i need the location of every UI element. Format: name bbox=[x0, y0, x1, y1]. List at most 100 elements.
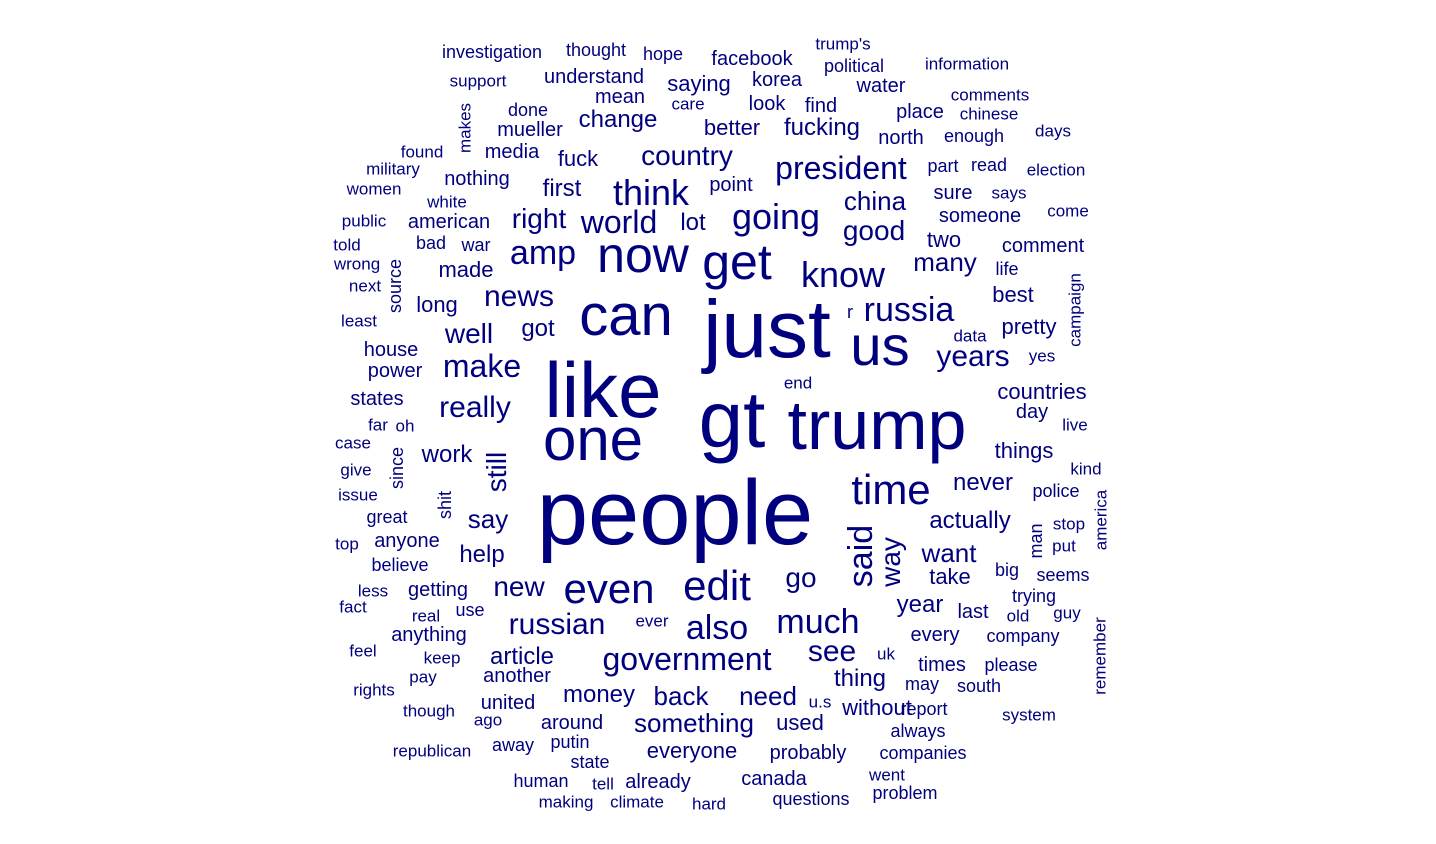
word-trying: trying bbox=[1011, 586, 1057, 606]
word-good: good bbox=[842, 215, 906, 246]
word-find: find bbox=[804, 95, 838, 117]
word-probably: probably bbox=[769, 742, 847, 764]
word-source: source bbox=[385, 258, 405, 314]
word-going: going bbox=[731, 196, 821, 237]
word-china: china bbox=[843, 186, 907, 216]
word-thought: thought bbox=[565, 40, 627, 60]
word-get: get bbox=[702, 234, 772, 290]
word-article: article bbox=[489, 643, 555, 670]
word-fact: fact bbox=[339, 597, 367, 617]
word-want: want bbox=[921, 538, 977, 568]
word-people: people bbox=[536, 462, 814, 564]
word-got: got bbox=[521, 315, 555, 342]
word-support: support bbox=[449, 71, 507, 91]
word-way: way bbox=[875, 537, 906, 587]
word-getting: getting bbox=[407, 579, 469, 601]
word-trump: trump bbox=[787, 386, 967, 464]
word-read: read bbox=[970, 155, 1008, 175]
word-end: end bbox=[783, 373, 813, 393]
word-never: never bbox=[952, 469, 1014, 496]
word-need: need bbox=[739, 681, 797, 711]
word-like: like bbox=[544, 346, 662, 434]
word-remember: remember bbox=[1090, 617, 1110, 695]
word-feel: feel bbox=[349, 641, 377, 661]
word-every: every bbox=[910, 624, 960, 646]
word-political: political bbox=[823, 56, 885, 76]
word-care: care bbox=[671, 94, 705, 114]
word-old: old bbox=[1006, 606, 1030, 626]
word-investigation: investigation bbox=[441, 42, 543, 62]
word-russia: russia bbox=[863, 291, 955, 329]
word-company: company bbox=[986, 626, 1060, 646]
word-year: year bbox=[896, 591, 944, 618]
word-oh: oh bbox=[395, 416, 415, 436]
word-understand: understand bbox=[543, 66, 645, 88]
word-election: election bbox=[1026, 160, 1086, 180]
word-found: found bbox=[400, 142, 444, 162]
word-back: back bbox=[653, 681, 709, 711]
word-r: r bbox=[847, 302, 853, 322]
word-saying: saying bbox=[667, 71, 731, 96]
word-sure: sure bbox=[933, 182, 973, 204]
word-mean: mean bbox=[594, 86, 646, 108]
word-ago: ago bbox=[473, 710, 503, 730]
word-long: long bbox=[416, 292, 458, 317]
word-may: may bbox=[904, 674, 940, 694]
word-two: two bbox=[926, 227, 962, 252]
word-something: something bbox=[634, 708, 754, 738]
word-part: part bbox=[927, 156, 959, 176]
word-south: south bbox=[956, 676, 1002, 696]
word-last: last bbox=[957, 601, 989, 623]
word-putin: putin bbox=[550, 732, 590, 752]
word-since: since bbox=[387, 446, 407, 490]
word-say: say bbox=[467, 504, 509, 534]
word-problem: problem bbox=[872, 783, 938, 803]
word-work: work bbox=[421, 441, 473, 468]
word-lot: lot bbox=[680, 209, 706, 236]
word-korea: korea bbox=[751, 69, 803, 91]
word-tell: tell bbox=[592, 774, 614, 794]
word-use: use bbox=[455, 600, 485, 620]
word-place: place bbox=[896, 101, 944, 123]
word-news: news bbox=[483, 280, 555, 313]
word-really: really bbox=[439, 391, 511, 424]
word-questions: questions bbox=[772, 789, 850, 809]
word-told: told bbox=[333, 235, 361, 255]
word-police: police bbox=[1032, 481, 1080, 501]
word-help: help bbox=[459, 541, 505, 568]
word-states: states bbox=[350, 388, 404, 410]
word-shit: shit bbox=[435, 490, 455, 520]
word-companies: companies bbox=[879, 743, 967, 763]
word-change: change bbox=[578, 106, 658, 133]
word-someone: someone bbox=[938, 205, 1022, 227]
word-years: years bbox=[936, 340, 1010, 373]
word-less: less bbox=[357, 581, 389, 601]
word-state: state bbox=[570, 752, 610, 772]
word-just: just bbox=[703, 284, 831, 375]
word-making: making bbox=[538, 792, 594, 812]
word-actually: actually bbox=[929, 507, 1011, 534]
word-military: military bbox=[366, 159, 420, 179]
word-now: now bbox=[597, 227, 689, 283]
word-mueller: mueller bbox=[497, 119, 563, 141]
word-stop: stop bbox=[1052, 514, 1086, 534]
word-put: put bbox=[1052, 536, 1076, 556]
word-anything: anything bbox=[391, 624, 467, 646]
word-much: much bbox=[776, 603, 860, 641]
word-next: next bbox=[348, 276, 382, 296]
word-though: though bbox=[403, 701, 455, 721]
word-many: many bbox=[913, 247, 977, 277]
word-money: money bbox=[562, 681, 636, 708]
word-man: man bbox=[1026, 523, 1046, 559]
word-campaign: campaign bbox=[1065, 273, 1085, 347]
word-american: american bbox=[407, 211, 491, 233]
word-life: life bbox=[995, 259, 1019, 279]
word-live: live bbox=[1062, 415, 1088, 435]
word-nothing: nothing bbox=[444, 168, 510, 190]
word-countries: countries bbox=[997, 379, 1087, 404]
word-government: government bbox=[602, 641, 772, 677]
word-used: used bbox=[776, 710, 824, 735]
word-first: first bbox=[542, 175, 582, 202]
word-top: top bbox=[335, 534, 359, 554]
word-issue: issue bbox=[338, 485, 378, 505]
